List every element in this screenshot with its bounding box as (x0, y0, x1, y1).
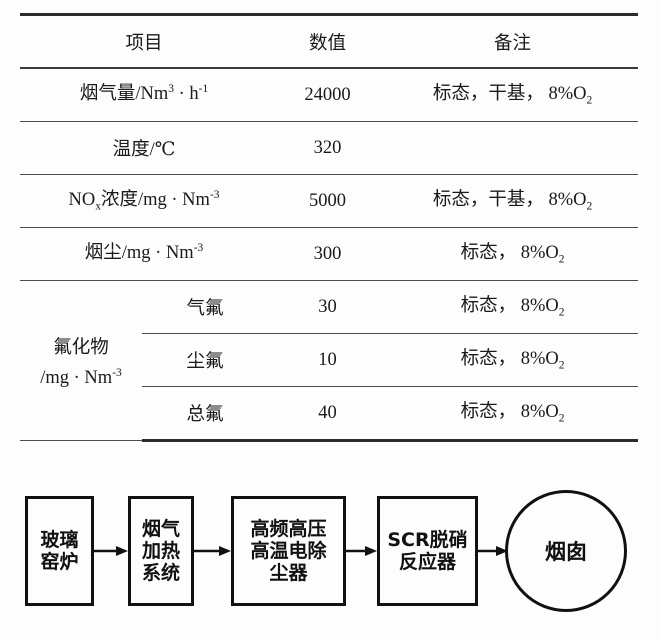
cell-sub-dust-fluoride: 尘氟 (142, 333, 269, 387)
cell-value-dust: 300 (268, 227, 388, 281)
process-flow-diagram: 玻璃 窑炉 烟气 加热 系统 高频高压 高温电除 尘器 SCR脱硝 反应器 (0, 470, 660, 638)
cell-remark-dust: 标态， 8%O2 (387, 227, 639, 281)
flow-arrow-2 (194, 546, 231, 556)
remark-text: 标态， 8%O (460, 243, 559, 264)
node-label-line3: 尘器 (269, 562, 308, 585)
cell-value-flue-gas-volume: 24000 (268, 68, 388, 122)
cell-value-temperature: 320 (268, 121, 388, 175)
table-row-nox-concentration: NOx浓度/mg · Nm-3 5000 标态，干基， 8%O2 (20, 174, 639, 228)
fluoride-label-line1: 氟化物 (53, 337, 109, 358)
flow-arrow-4 (478, 546, 508, 556)
remark-text: 标态， 8%O (460, 349, 559, 370)
cell-remark-total-fluoride: 标态， 8%O2 (387, 386, 639, 442)
node-label-line3: 系统 (141, 562, 180, 585)
item-text-mid: · h (173, 84, 199, 105)
cell-value-total-fluoride: 40 (268, 386, 388, 442)
flow-node-scr-reactor: SCR脱硝 反应器 (377, 496, 478, 606)
node-label-line1: 烟气 (141, 517, 180, 540)
header-cell-remark: 备注 (387, 13, 639, 69)
flow-node-electrostatic-precipitator: 高频高压 高温电除 尘器 (231, 496, 346, 606)
cell-item-fluoride-group: 氟化物 /mg · Nm-3 (20, 280, 142, 441)
header-cell-item: 项目 (20, 13, 269, 69)
item-superscript: -3 (193, 242, 204, 255)
item-superscript-2: -1 (198, 83, 209, 96)
table-row-flue-gas-volume: 烟气量/Nm3 · h-1 24000 标态，干基， 8%O2 (20, 68, 639, 122)
node-label: 烟囱 (545, 540, 587, 564)
cell-remark-nox-concentration: 标态，干基， 8%O2 (387, 174, 639, 228)
remark-subscript: 2 (558, 360, 565, 373)
header-cell-value: 数值 (268, 13, 388, 69)
remark-subscript: 2 (586, 95, 593, 108)
item-text: NO (68, 190, 96, 211)
node-label-line1: SCR脱硝 (387, 528, 468, 551)
node-label-line1: 玻璃 (40, 528, 79, 551)
item-superscript: -3 (209, 189, 220, 202)
table-row-fluoride-total: 总氟 40 标态， 8%O2 (20, 386, 639, 442)
node-label-line2: 高温电除 (250, 539, 327, 562)
fluoride-label-superscript: -3 (112, 366, 122, 379)
table-row-fluoride-gaseous: 氟化物 /mg · Nm-3 气氟 30 标态， 8%O2 (20, 280, 639, 441)
cell-remark-flue-gas-volume: 标态，干基， 8%O2 (387, 68, 639, 122)
cell-sub-gaseous-fluoride: 气氟 (142, 280, 269, 334)
remark-subscript: 2 (558, 413, 565, 426)
item-text-post: 浓度/mg · Nm (100, 190, 210, 211)
remark-subscript: 2 (586, 201, 593, 214)
item-text: 烟尘/mg · Nm (84, 243, 194, 264)
node-label-line2: 加热 (141, 539, 180, 562)
table-row-fluoride-dust: 尘氟 10 标态， 8%O2 (20, 333, 639, 387)
table-row-dust: 烟尘/mg · Nm-3 300 标态， 8%O2 (20, 227, 639, 281)
remark-text: 标态， 8%O (460, 402, 559, 423)
node-label-line2: 窑炉 (40, 551, 79, 573)
remark-text: 标态，干基， 8%O (432, 190, 587, 211)
node-label-line1: 高频高压 (250, 517, 327, 540)
cell-item-temperature: 温度/℃ (20, 121, 269, 175)
remark-subscript: 2 (558, 254, 565, 267)
flow-node-stack: 烟囱 (505, 490, 627, 612)
cell-sub-total-fluoride: 总氟 (142, 386, 269, 442)
flue-gas-spec-table: 项目 数值 备注 烟气量/Nm3 · h-1 24000 标态，干基， 8%O2… (20, 13, 639, 442)
node-label-line2: 反应器 (398, 551, 456, 573)
flow-arrow-1 (94, 546, 128, 556)
remark-subscript: 2 (558, 307, 565, 320)
item-superscript: 3 (168, 83, 174, 96)
cell-value-gaseous-fluoride: 30 (268, 280, 388, 334)
table-header-row: 项目 数值 备注 (20, 13, 639, 69)
cell-value-dust-fluoride: 10 (268, 333, 388, 387)
flow-node-gas-heater: 烟气 加热 系统 (128, 496, 194, 606)
item-subscript: x (95, 201, 101, 214)
cell-value-nox-concentration: 5000 (268, 174, 388, 228)
item-text: 烟气量/Nm (79, 84, 169, 105)
cell-remark-gaseous-fluoride: 标态， 8%O2 (387, 280, 639, 334)
cell-item-dust: 烟尘/mg · Nm-3 (20, 227, 269, 281)
cell-item-flue-gas-volume: 烟气量/Nm3 · h-1 (20, 68, 269, 122)
remark-text: 标态，干基， 8%O (432, 84, 587, 105)
cell-item-nox-concentration: NOx浓度/mg · Nm-3 (20, 174, 269, 228)
flow-node-glass-kiln: 玻璃 窑炉 (25, 496, 94, 606)
fluoride-label-line2: /mg · Nm (40, 367, 113, 388)
remark-text: 标态， 8%O (460, 296, 559, 317)
cell-remark-temperature (387, 121, 639, 175)
spec-table-container: 项目 数值 备注 烟气量/Nm3 · h-1 24000 标态，干基， 8%O2… (20, 13, 639, 442)
table-row-temperature: 温度/℃ 320 (20, 121, 639, 175)
flow-arrow-3 (346, 546, 377, 556)
cell-remark-dust-fluoride: 标态， 8%O2 (387, 333, 639, 387)
